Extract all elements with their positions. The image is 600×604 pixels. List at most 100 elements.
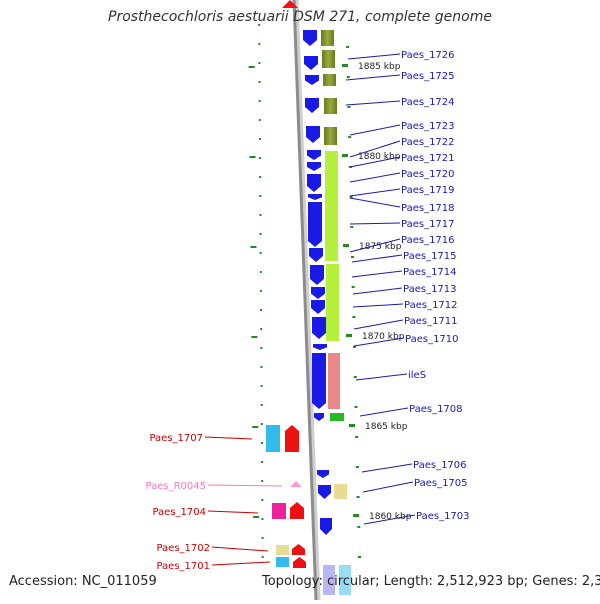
inner-tick	[349, 196, 353, 198]
outer-dot	[258, 100, 261, 102]
cog-box	[276, 545, 289, 555]
leader-line	[353, 337, 405, 347]
cds-forward-arrow	[307, 162, 321, 171]
inner-tick	[350, 226, 354, 228]
outer-dot	[261, 461, 264, 463]
gene-label-forward: Paes_1720	[401, 169, 455, 180]
backbone-line	[292, 0, 318, 601]
leader-line	[345, 100, 401, 106]
gene-label-forward: Paes_1710	[405, 334, 459, 345]
scale-tick	[342, 154, 348, 157]
leader-line	[363, 514, 416, 525]
gene-label-reverse: Paes_R0045	[146, 481, 206, 492]
inner-tick	[355, 436, 359, 438]
cds-forward-arrow	[310, 265, 324, 285]
leader-line	[349, 197, 401, 208]
gene-label-reverse: Paes_1704	[152, 507, 206, 518]
inner-tick	[353, 376, 357, 378]
cds-reverse-arrow	[292, 544, 305, 555]
outer-dot	[261, 518, 264, 520]
cog-box	[276, 557, 289, 567]
outer-dot	[261, 537, 264, 539]
leader-line	[349, 172, 401, 183]
cds-forward-arrow	[313, 344, 327, 350]
backbone-shadow	[293, 0, 321, 601]
outer-dot	[259, 157, 262, 159]
inner-tick	[353, 346, 357, 348]
scale-tick	[343, 244, 349, 247]
gene-label-forward: Paes_1703	[416, 511, 470, 522]
scale-tick	[342, 64, 348, 67]
cds-forward-arrow	[308, 194, 322, 200]
scale-tick	[353, 514, 359, 517]
gene-label-forward: Paes_1726	[401, 50, 455, 61]
outer-dot	[261, 499, 264, 501]
cds-reverse-arrow	[285, 425, 299, 452]
gene-label-forward: Paes_1723	[401, 121, 455, 132]
gene-label-forward: Paes_1705	[414, 478, 468, 489]
gene-label-forward: Paes_1713	[403, 284, 457, 295]
inner-tick	[350, 256, 354, 258]
leader-line	[349, 140, 401, 158]
outer-major-tick	[248, 66, 255, 68]
cds-forward-arrow	[311, 300, 325, 314]
cds-forward-arrow	[307, 174, 321, 192]
cds-reverse-arrow	[290, 502, 304, 519]
scale-label: 1870 kbp	[362, 332, 405, 342]
cds-forward-arrow	[303, 30, 317, 46]
cds-forward-partial	[323, 565, 335, 595]
inner-tick	[357, 526, 361, 528]
cog-box	[330, 413, 344, 421]
gene-label-forward: Paes_1719	[401, 185, 455, 196]
outer-major-tick	[253, 516, 260, 518]
outer-major-tick	[251, 336, 258, 338]
outer-major-tick	[250, 246, 257, 248]
leader-line	[207, 510, 259, 514]
gene-label-forward: Paes_1706	[413, 460, 467, 471]
outer-dot	[259, 233, 262, 235]
inner-tick	[346, 46, 350, 48]
outer-dot	[260, 385, 263, 387]
cds-forward-arrow	[307, 150, 321, 160]
outer-major-tick	[249, 156, 256, 158]
cog-box	[324, 98, 337, 114]
cog-box	[272, 503, 286, 519]
scale-label: 1880 kbp	[358, 152, 401, 162]
cds-forward-arrow	[305, 98, 319, 113]
leader-line	[349, 124, 401, 136]
outer-dot	[260, 404, 263, 406]
cog-box	[322, 50, 335, 68]
scale-label: 1865 kbp	[365, 422, 408, 432]
cog-box	[325, 151, 338, 261]
gene-label-forward: Paes_1712	[404, 300, 458, 311]
outer-dot	[258, 119, 261, 121]
topology-text: Topology: circular; Length: 2,512,923 bp…	[262, 574, 600, 589]
scale-label: 1860 kbp	[369, 512, 412, 522]
outer-dot	[259, 214, 262, 216]
leader-line	[351, 254, 403, 263]
leader-line	[361, 463, 413, 473]
inner-tick	[352, 316, 356, 318]
outer-dot	[259, 271, 262, 273]
leader-line	[353, 319, 404, 330]
leader-line	[349, 238, 401, 253]
cog-box	[321, 30, 334, 46]
cog-box	[324, 127, 337, 145]
outer-dot	[259, 195, 262, 197]
cds-forward-arrow	[305, 75, 319, 85]
cog-box	[323, 74, 336, 86]
gene-label-forward: Paes_1725	[401, 71, 455, 82]
accession-text: Accession: NC_011059	[9, 574, 157, 589]
leader-line	[204, 436, 253, 440]
scale-tick	[346, 334, 352, 337]
gene-label-forward: ileS	[408, 370, 426, 381]
outer-dot	[259, 290, 262, 292]
leader-line	[359, 407, 409, 417]
leader-line	[347, 53, 401, 60]
cds-reverse-arrow	[293, 557, 306, 568]
leader-line	[345, 74, 401, 81]
cds-forward-arrow	[311, 287, 325, 299]
outer-dot	[258, 62, 261, 64]
outer-dot	[261, 556, 264, 558]
leader-line	[349, 222, 401, 225]
